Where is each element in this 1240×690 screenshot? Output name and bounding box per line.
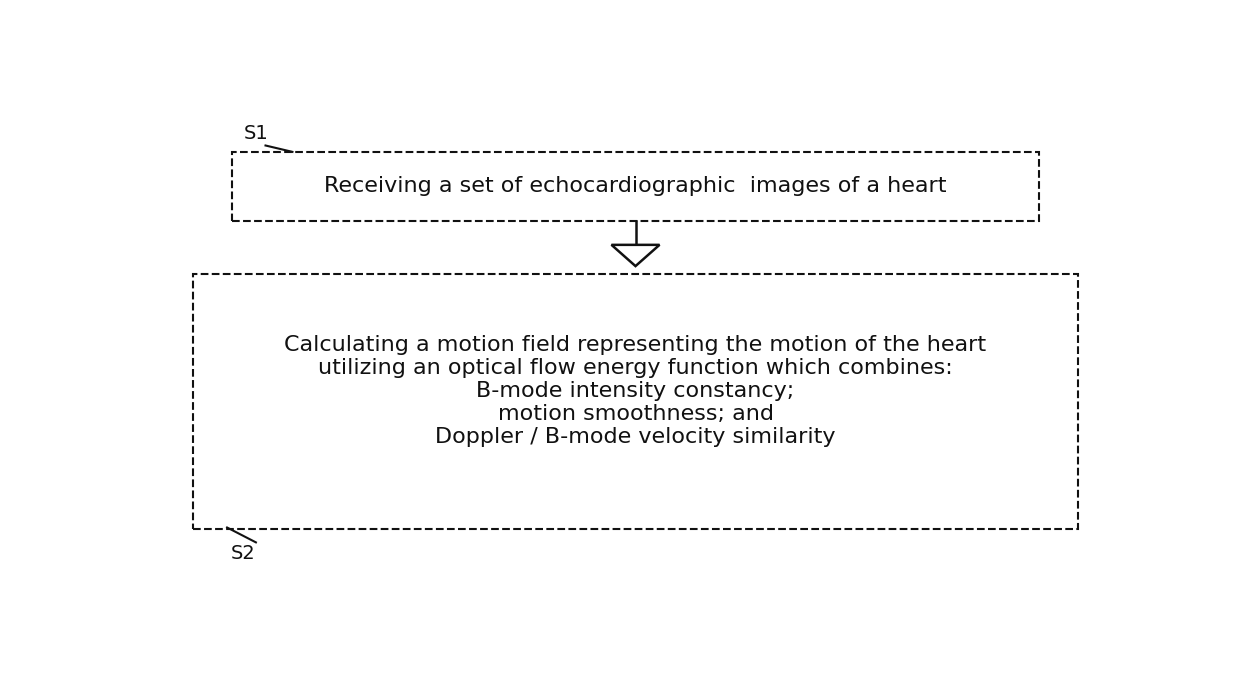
Polygon shape [611,245,660,266]
Bar [232,152,1039,221]
Text: S1: S1 [243,124,268,143]
Text: Calculating a motion field representing the motion of the heart
utilizing an opt: Calculating a motion field representing … [284,335,987,447]
Text: S2: S2 [231,544,255,562]
Bar [193,274,1078,529]
Text: Receiving a set of echocardiographic  images of a heart: Receiving a set of echocardiographic ima… [324,177,947,197]
